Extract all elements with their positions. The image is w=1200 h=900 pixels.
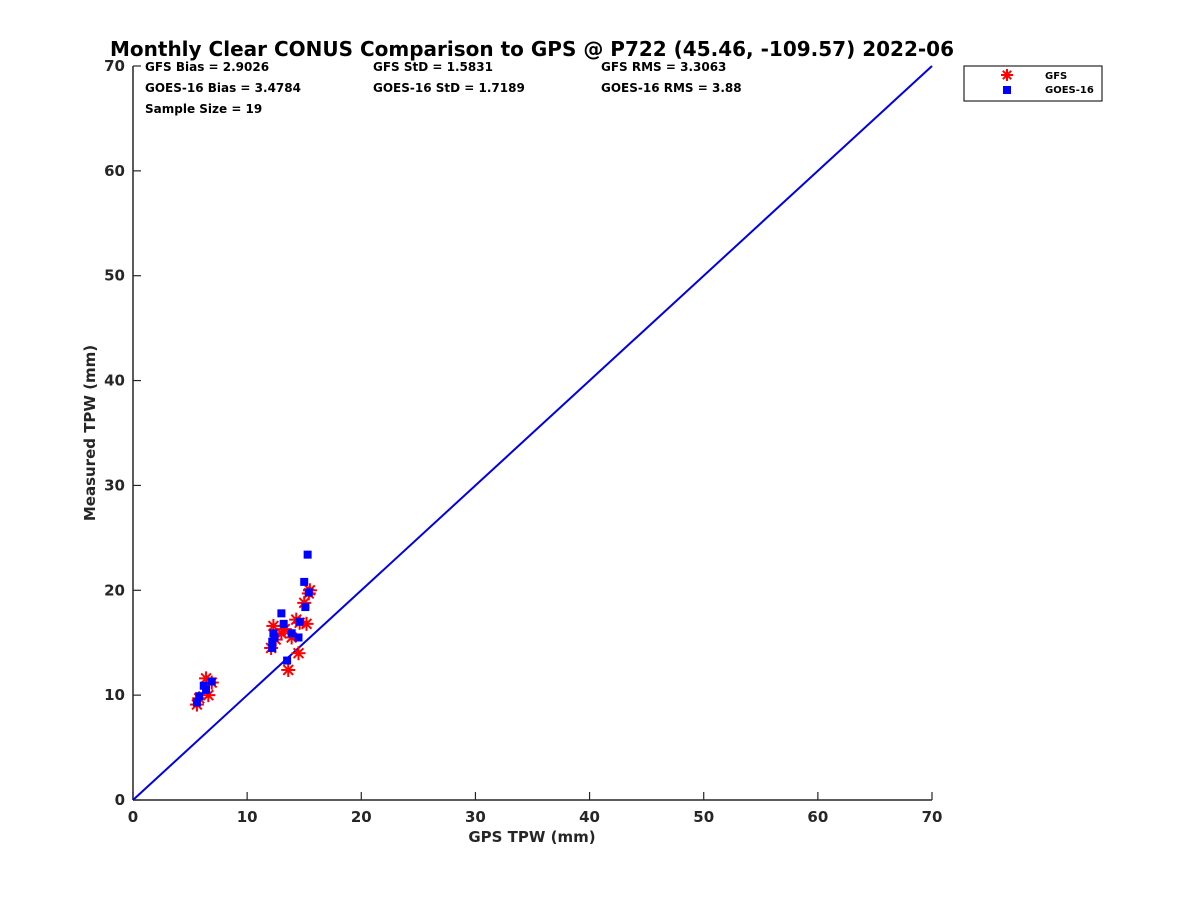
legend-goes-16-label: GOES-16 (1045, 85, 1094, 96)
y-tick-label: 60 (104, 162, 125, 180)
goes-16-point (301, 603, 310, 612)
y-tick-label: 20 (104, 581, 125, 599)
legend: GFS GOES-16 (963, 65, 1103, 102)
gfs-point (281, 662, 296, 677)
y-ticks: 0 10 20 30 40 50 60 70 (104, 57, 141, 809)
gfs-point (291, 646, 306, 661)
goes-16-point (202, 685, 211, 694)
goes-16-point (268, 637, 277, 646)
goes-16-point (304, 588, 313, 597)
goes-16-point (270, 633, 279, 642)
y-tick-label: 50 (104, 267, 125, 285)
goes-16-point (303, 550, 312, 559)
goes-16-point (199, 681, 208, 690)
stat-gfs-bias: GFS Bias = 2.9026 (145, 60, 269, 74)
y-tick-label: 70 (104, 57, 125, 75)
chart-title: Monthly Clear CONUS Comparison to GPS @ … (110, 37, 954, 61)
legend-box (963, 65, 1103, 102)
legend-goes-16-marker (1003, 86, 1011, 94)
goes-16-point (283, 656, 292, 665)
x-tick-label: 0 (128, 808, 138, 826)
y-tick-label: 10 (104, 686, 125, 704)
legend-gfs-label: GFS (1045, 71, 1067, 82)
goes-16-point (207, 677, 216, 686)
x-tick-label: 10 (237, 808, 258, 826)
x-tick-label: 20 (351, 808, 372, 826)
x-tick-label: 40 (579, 808, 600, 826)
stats-block: GFS Bias = 2.9026 GFS StD = 1.5831 GFS R… (145, 60, 742, 116)
legend-gfs-marker (1001, 69, 1013, 81)
reference-line (132, 65, 933, 801)
gfs-asterisk-icon (1001, 69, 1013, 81)
stat-sample-size: Sample Size = 19 (145, 102, 262, 116)
x-axis-label: GPS TPW (mm) (468, 828, 595, 846)
stat-goes-bias: GOES-16 Bias = 3.4784 (145, 81, 301, 95)
goes-16-square-icon (1003, 86, 1011, 94)
goes-16-point (268, 643, 277, 652)
stat-gfs-rms: GFS RMS = 3.3063 (601, 60, 726, 74)
goes-16-point (295, 617, 304, 626)
goes-16-point (287, 629, 296, 638)
goes-16-point (269, 629, 278, 638)
stat-goes-rms: GOES-16 RMS = 3.88 (601, 81, 742, 95)
stat-gfs-std: GFS StD = 1.5831 (373, 60, 493, 74)
goes-16-point (279, 619, 288, 628)
y-tick-label: 30 (104, 476, 125, 494)
goes-16-point (195, 692, 204, 701)
goes-16-point (277, 609, 286, 618)
goes-16-point (300, 577, 309, 586)
y-tick-label: 40 (104, 372, 125, 390)
x-tick-label: 50 (693, 808, 714, 826)
y-tick-label: 0 (115, 791, 125, 809)
stat-goes-std: GOES-16 StD = 1.7189 (373, 81, 525, 95)
y-axis-label: Measured TPW (mm) (81, 345, 99, 521)
x-tick-label: 60 (807, 808, 828, 826)
x-ticks: 0 10 20 30 40 50 60 70 (128, 792, 943, 826)
x-tick-label: 70 (922, 808, 943, 826)
goes-16-point (192, 698, 201, 707)
axes (132, 66, 932, 801)
goes-16-point (294, 633, 303, 642)
x-tick-label: 30 (465, 808, 486, 826)
series-goes-16 (192, 550, 313, 707)
